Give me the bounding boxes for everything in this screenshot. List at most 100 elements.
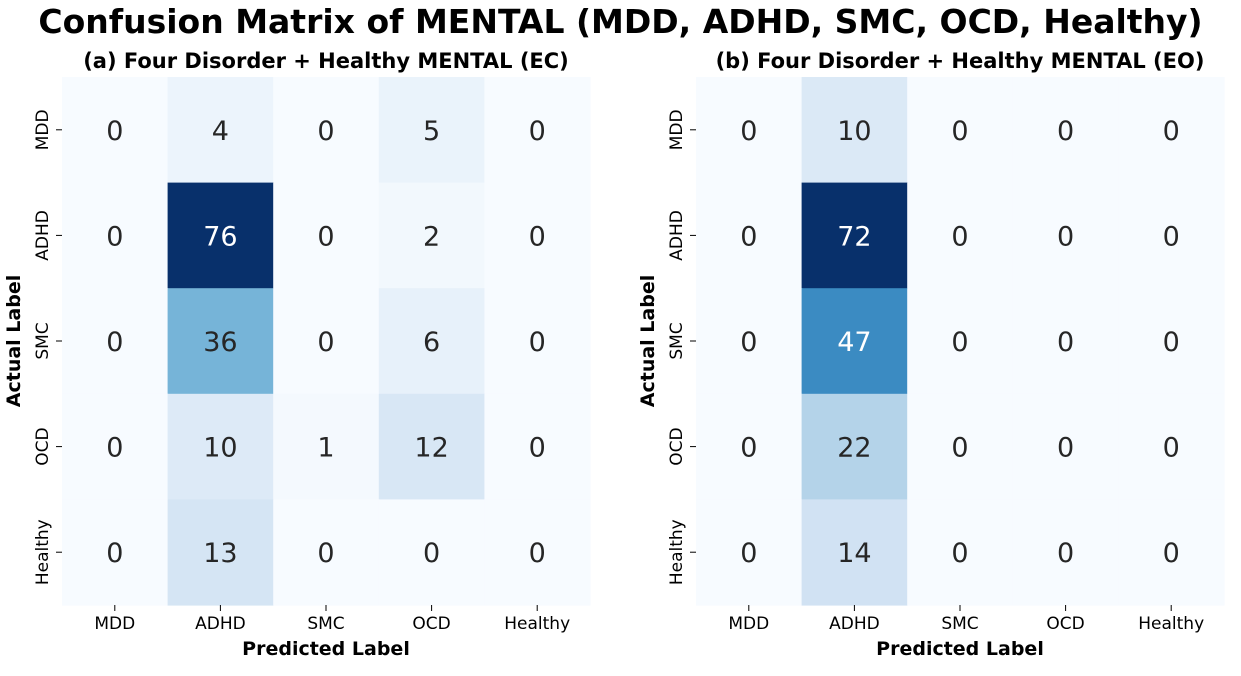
heatmap-cell [484, 393, 591, 500]
heatmap-cell [484, 77, 591, 184]
cell-value-label: 0 [106, 327, 123, 358]
cell-value-label: 0 [529, 116, 546, 147]
heatmap-cell [273, 182, 380, 289]
cell-value-label: 6 [423, 327, 440, 358]
heatmap-cell [696, 77, 803, 184]
x-tick-label: Healthy [504, 614, 570, 634]
cell-value-label: 0 [317, 538, 334, 569]
cell-value-label: 0 [951, 538, 968, 569]
heatmap-cell [801, 288, 908, 395]
cell-value-label: 0 [1057, 327, 1074, 358]
cell-value-label: 0 [106, 221, 123, 252]
heatmap-cell [1012, 393, 1119, 500]
x-tick-label: SMC [307, 614, 344, 634]
cell-value-label: 0 [1163, 433, 1180, 464]
y-axis-label: Actual Label [3, 275, 25, 407]
heatmap-cell [1118, 499, 1225, 606]
cell-value-label: 0 [1057, 433, 1074, 464]
cell-value-label: 14 [837, 538, 871, 569]
y-tick-label: SMC [33, 322, 53, 359]
x-tick-label: ADHD [195, 614, 246, 634]
heatmap-cell [167, 499, 274, 606]
cell-value-label: 0 [1057, 538, 1074, 569]
cell-value-label: 0 [1163, 538, 1180, 569]
heatmap-cell [907, 499, 1014, 606]
cell-value-label: 0 [1163, 116, 1180, 147]
x-axis-label: Predicted Label [876, 638, 1044, 660]
cell-value-label: 0 [1057, 221, 1074, 252]
heatmap-cell [1118, 182, 1225, 289]
heatmap-cell [696, 288, 803, 395]
heatmap-cell [1012, 499, 1119, 606]
panel-title: (b) Four Disorder + Healthy MENTAL (EO) [716, 49, 1205, 73]
heatmap-cell [273, 393, 380, 500]
heatmap-cell [484, 182, 591, 289]
cell-value-label: 12 [414, 433, 448, 464]
cell-value-label: 0 [317, 116, 334, 147]
heatmap-cell [907, 288, 1014, 395]
x-tick-label: Healthy [1138, 614, 1204, 634]
cell-value-label: 0 [951, 433, 968, 464]
x-tick-label: SMC [941, 614, 978, 634]
x-tick-label: OCD [1046, 614, 1084, 634]
cell-value-label: 0 [1163, 221, 1180, 252]
x-tick-label: OCD [412, 614, 450, 634]
y-tick-label: OCD [33, 427, 53, 465]
x-tick-label: MDD [728, 614, 769, 634]
cell-value-label: 1 [317, 433, 334, 464]
cell-value-label: 2 [423, 221, 440, 252]
x-tick-label: MDD [94, 614, 135, 634]
cell-value-label: 76 [203, 221, 237, 252]
cell-value-label: 0 [106, 433, 123, 464]
panel-title: (a) Four Disorder + Healthy MENTAL (EC) [83, 49, 569, 73]
heatmap-cell [801, 499, 908, 606]
heatmap-cell [62, 499, 169, 606]
cell-value-label: 0 [529, 538, 546, 569]
cell-value-label: 0 [106, 538, 123, 569]
x-tick-label: ADHD [829, 614, 880, 634]
heatmap-cell [484, 288, 591, 395]
cell-value-label: 0 [317, 221, 334, 252]
y-axis-label: Actual Label [637, 275, 659, 407]
heatmap-cell [801, 182, 908, 289]
cell-value-label: 72 [837, 221, 871, 252]
y-tick-label: Healthy [33, 519, 53, 585]
heatmap-cell [273, 499, 380, 606]
heatmap-cell [801, 77, 908, 184]
heatmap-cell [1118, 77, 1225, 184]
cell-value-label: 0 [529, 327, 546, 358]
heatmap-cell [1012, 77, 1119, 184]
cell-value-label: 0 [740, 433, 757, 464]
cell-value-label: 0 [317, 327, 334, 358]
cell-value-label: 0 [740, 116, 757, 147]
heatmap-cell [907, 182, 1014, 289]
heatmap-cell [167, 288, 274, 395]
heatmap-cell [62, 182, 169, 289]
cell-value-label: 10 [837, 116, 871, 147]
heatmap-cell [696, 499, 803, 606]
heatmap-cell [378, 393, 485, 500]
cell-value-label: 10 [203, 433, 237, 464]
cell-value-label: 0 [423, 538, 440, 569]
cell-value-label: 0 [1163, 327, 1180, 358]
cell-value-label: 0 [951, 327, 968, 358]
cell-value-label: 0 [740, 327, 757, 358]
heatmap-cell [696, 393, 803, 500]
heatmap-cell [378, 288, 485, 395]
y-tick-label: MDD [667, 109, 687, 150]
heatmap-cell [378, 77, 485, 184]
heatmap-cell [484, 499, 591, 606]
x-axis-label: Predicted Label [242, 638, 410, 660]
figure-title: Confusion Matrix of MENTAL (MDD, ADHD, S… [38, 2, 1203, 41]
cell-value-label: 4 [212, 116, 229, 147]
heatmap-panel-a: (a) Four Disorder + Healthy MENTAL (EC) 0… [3, 49, 591, 660]
y-tick-label: ADHD [667, 210, 687, 261]
heatmap-cell [62, 288, 169, 395]
cell-value-label: 0 [106, 116, 123, 147]
heatmap-cell [273, 288, 380, 395]
y-tick-label: SMC [667, 322, 687, 359]
heatmap-panel-b: (b) Four Disorder + Healthy MENTAL (EO) 0… [637, 49, 1225, 660]
y-tick-label: ADHD [33, 210, 53, 261]
cell-value-label: 0 [740, 221, 757, 252]
heatmap-cell [801, 393, 908, 500]
